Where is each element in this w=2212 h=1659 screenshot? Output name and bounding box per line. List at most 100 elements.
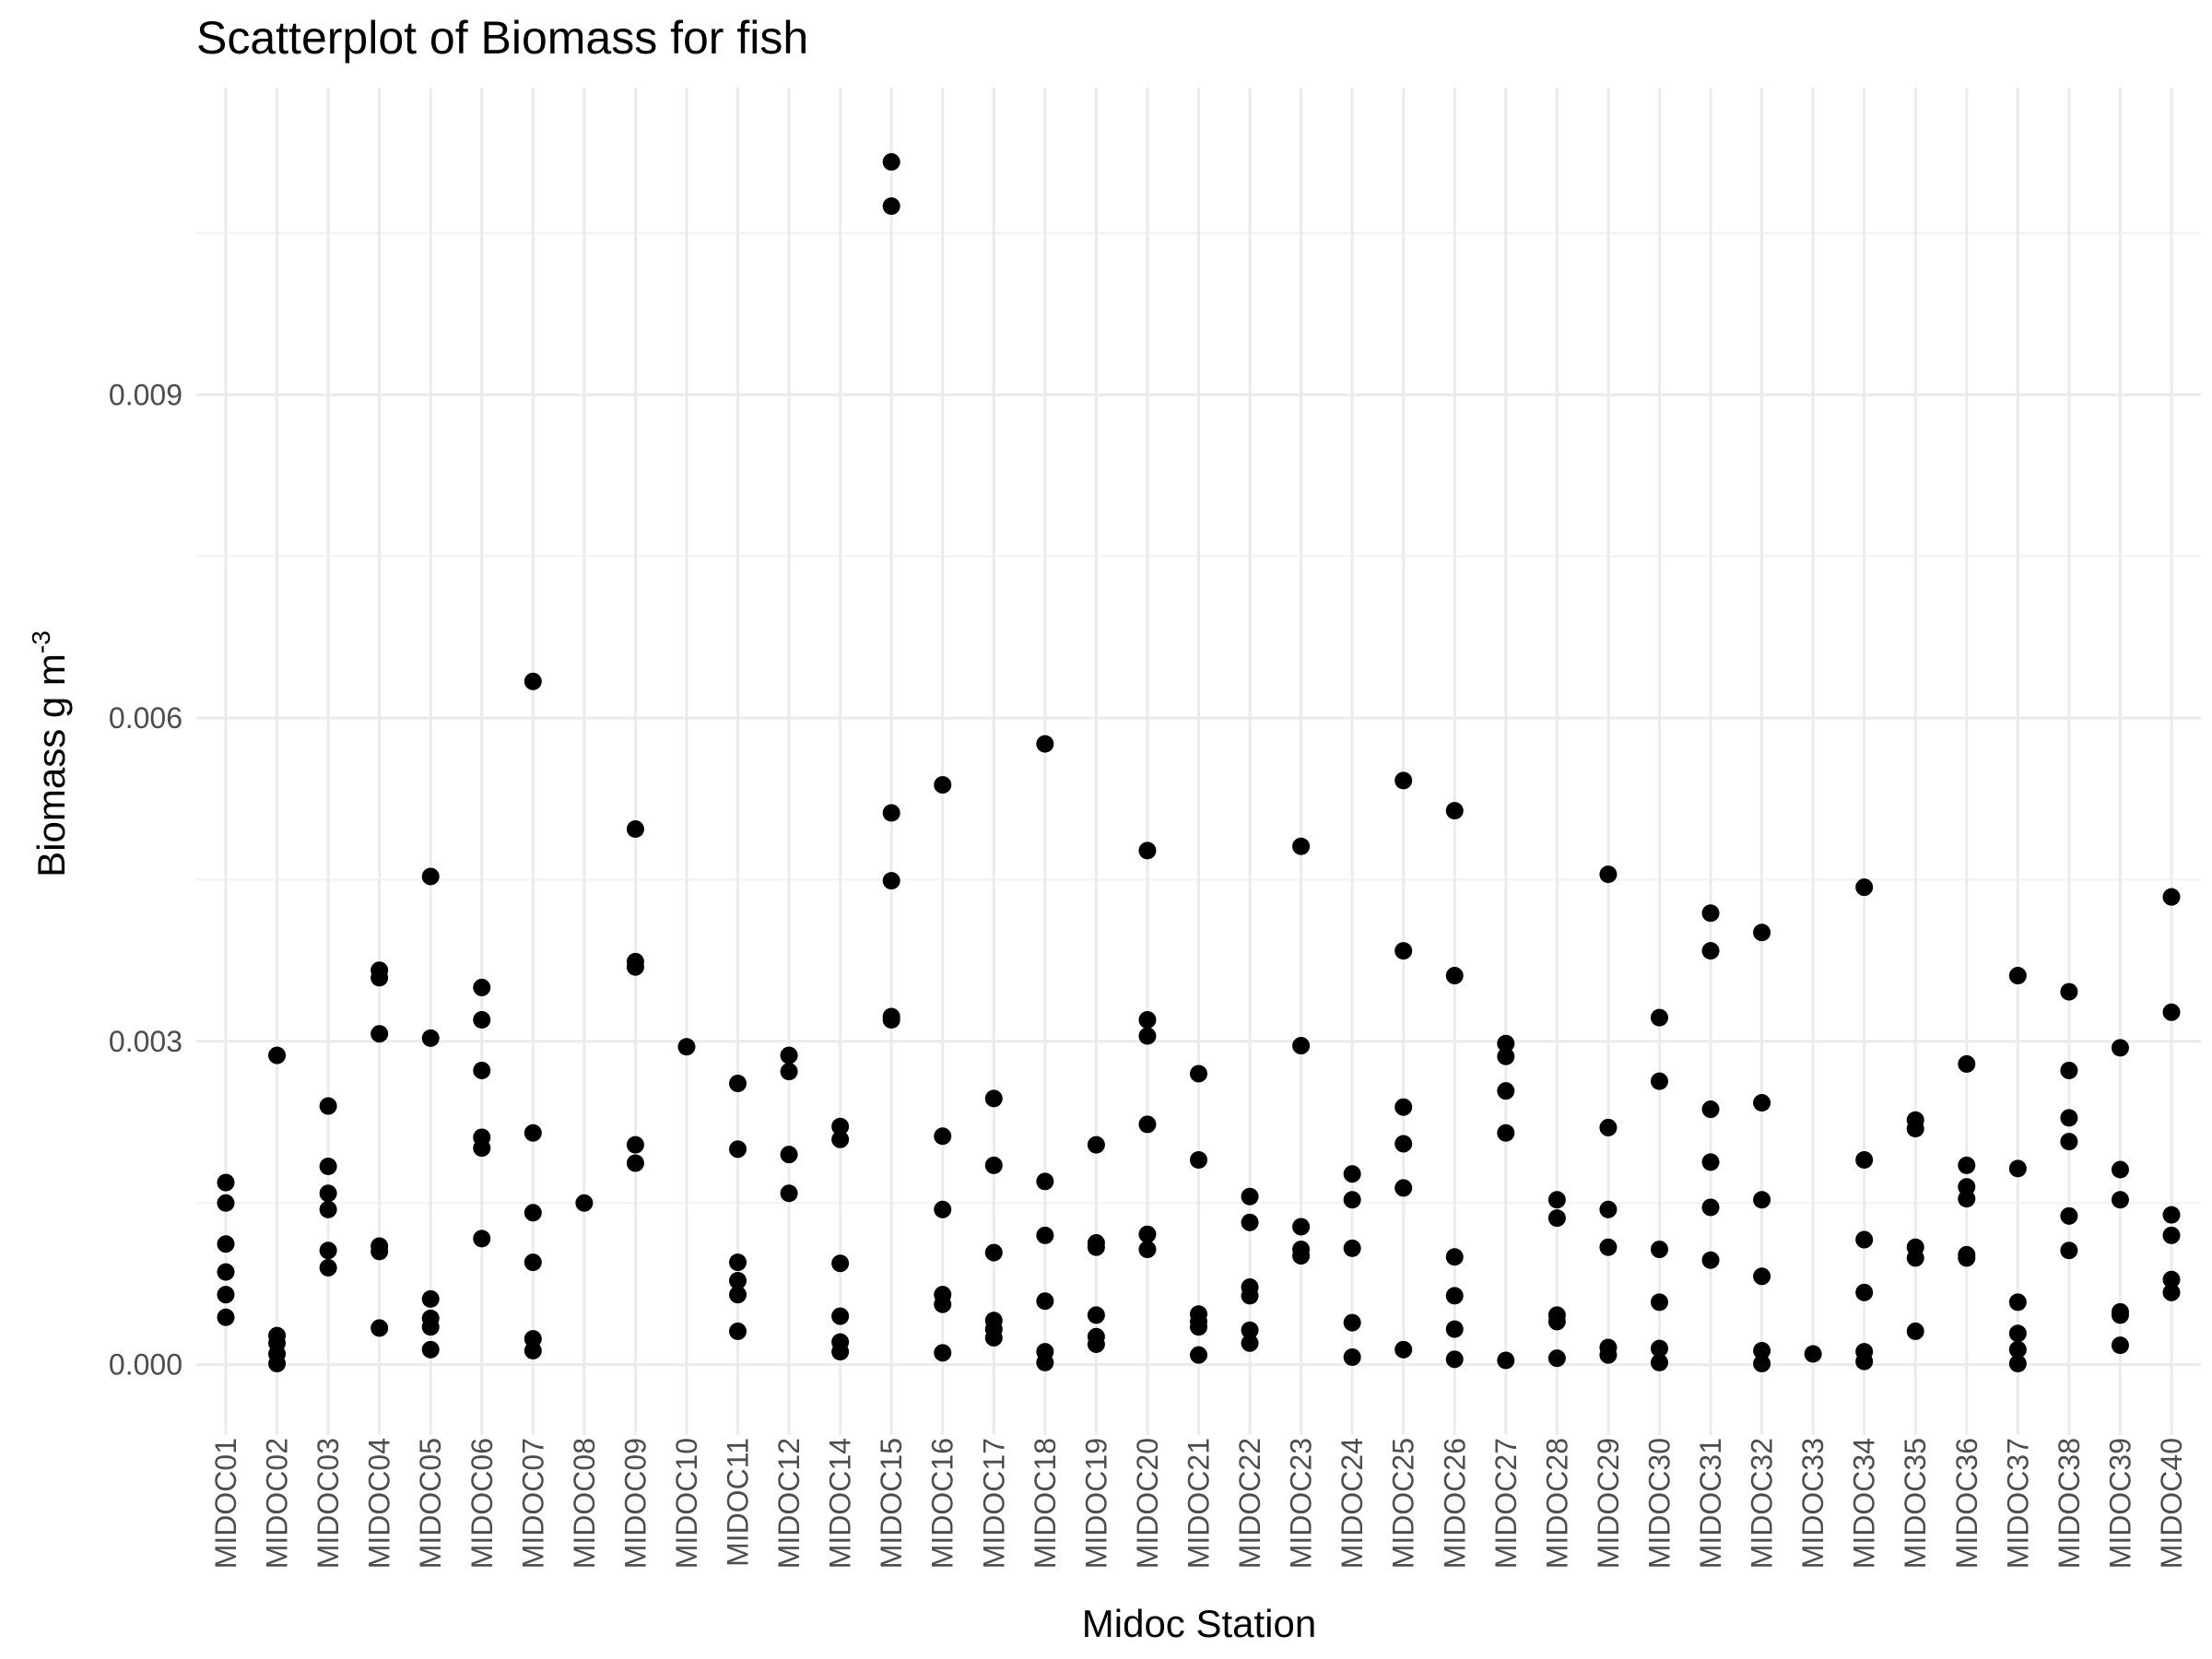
data-point	[2008, 1293, 2027, 1312]
data-point	[1497, 1124, 1515, 1142]
data-point	[1190, 1151, 1207, 1170]
data-point	[371, 1319, 389, 1337]
data-point	[1547, 1349, 1566, 1368]
y-axis-tick-labels: 0.000 0.003 0.006 0.009	[109, 378, 182, 1381]
x-tick-label: MIDOC04	[363, 1438, 396, 1569]
data-point	[1394, 1135, 1413, 1153]
data-point	[421, 1289, 440, 1308]
data-point	[1138, 841, 1157, 860]
data-point	[934, 776, 952, 794]
data-point	[1394, 771, 1413, 790]
x-tick-label: MIDOC40	[2155, 1438, 2188, 1569]
y-axis-title-main: Biomass g m	[29, 653, 73, 877]
data-point	[1445, 802, 1464, 820]
data-point	[2162, 1270, 2181, 1288]
data-point	[1343, 1239, 1361, 1257]
data-point	[1292, 1247, 1311, 1265]
data-point	[524, 1253, 542, 1272]
data-point	[1958, 1054, 1976, 1073]
data-point	[882, 1010, 900, 1029]
data-point	[1343, 1165, 1361, 1183]
data-point	[2162, 1226, 2181, 1244]
data-point	[2162, 1206, 2181, 1224]
data-point	[268, 1355, 287, 1373]
data-point	[473, 1010, 491, 1029]
data-point	[984, 1243, 1003, 1262]
data-point	[1241, 1213, 1259, 1231]
data-point	[1753, 1355, 1771, 1373]
data-point	[831, 1117, 850, 1135]
data-point	[1087, 1135, 1105, 1154]
data-point	[984, 1156, 1003, 1174]
data-point	[2060, 982, 2078, 1001]
data-point	[1138, 1010, 1157, 1029]
data-point	[1138, 1225, 1157, 1243]
data-point	[2162, 1003, 2181, 1021]
data-point	[1804, 1345, 1822, 1363]
data-point	[1958, 1190, 1976, 1208]
data-point	[2111, 1336, 2129, 1355]
data-point	[2111, 1306, 2129, 1324]
data-point	[1497, 1047, 1515, 1065]
x-tick-label: MIDOC07	[516, 1438, 549, 1569]
data-point	[1138, 1241, 1157, 1259]
x-tick-label: MIDOC06	[465, 1438, 499, 1569]
y-axis-title-superscript: -3	[27, 630, 55, 653]
data-point	[1599, 1118, 1618, 1136]
x-tick-label: MIDOC31	[1694, 1438, 1727, 1569]
data-point	[626, 1135, 644, 1154]
data-point	[934, 1295, 952, 1313]
data-point	[1855, 1283, 1874, 1301]
x-tick-label: MIDOC26	[1438, 1438, 1471, 1569]
y-tick-label: 0.006	[109, 701, 182, 735]
data-point	[524, 672, 542, 690]
data-point	[934, 1200, 952, 1218]
data-point	[780, 1184, 798, 1203]
x-tick-label: MIDOC27	[1489, 1438, 1523, 1569]
x-axis-tick-labels: MIDOC01 MIDOC02 MIDOC03 MIDOC04 MIDOC05 MIDOC…	[209, 1438, 2188, 1569]
data-point	[524, 1204, 542, 1222]
data-points	[217, 153, 2181, 1373]
data-point	[1599, 1200, 1618, 1218]
data-point	[1138, 1027, 1157, 1045]
data-point	[2008, 1340, 2027, 1359]
data-point	[2008, 1355, 2027, 1373]
data-point	[319, 1097, 337, 1115]
data-point	[421, 867, 440, 886]
y-tick-label: 0.003	[109, 1025, 182, 1058]
data-point	[1497, 1034, 1515, 1053]
data-point	[2162, 1283, 2181, 1301]
x-tick-label: MIDOC30	[1642, 1438, 1676, 1569]
data-point	[831, 1343, 850, 1361]
x-tick-label: MIDOC15	[875, 1438, 908, 1569]
data-point	[1394, 1340, 1413, 1359]
data-point	[524, 1341, 542, 1359]
x-tick-label: MIDOC11	[722, 1438, 755, 1567]
data-point	[2060, 1061, 2078, 1079]
data-point	[473, 1139, 491, 1158]
data-point	[1701, 904, 1720, 923]
data-point	[626, 820, 644, 839]
data-point	[2162, 888, 2181, 906]
x-tick-label: MIDOC21	[1182, 1438, 1216, 1569]
data-point	[831, 1130, 850, 1148]
data-point	[626, 1154, 644, 1172]
data-point	[2111, 1039, 2129, 1057]
data-point	[1753, 924, 1771, 942]
data-point	[217, 1235, 235, 1253]
data-point	[217, 1263, 235, 1281]
data-point	[729, 1074, 747, 1092]
data-point	[421, 1340, 440, 1359]
data-point	[421, 1029, 440, 1047]
chart-title: Scatterplot of Biomass for fish	[196, 12, 808, 64]
data-point	[1036, 735, 1054, 753]
data-point	[2060, 1206, 2078, 1225]
data-point	[473, 1230, 491, 1248]
data-point	[1855, 878, 1874, 897]
x-tick-label: MIDOC16	[926, 1438, 959, 1569]
data-point	[1394, 942, 1413, 960]
x-tick-label: MIDOC10	[670, 1438, 703, 1569]
data-point	[1753, 1267, 1771, 1286]
y-tick-label: 0.000	[109, 1348, 182, 1382]
